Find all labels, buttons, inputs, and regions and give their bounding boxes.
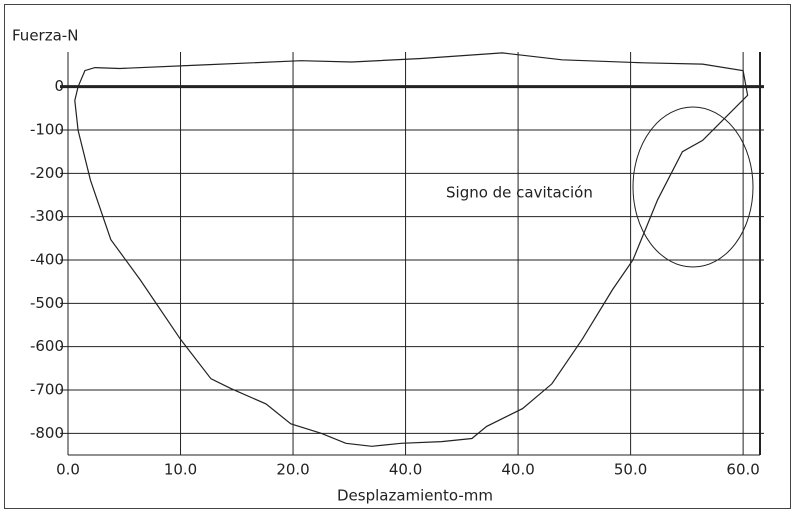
x-axis-label: Desplazamiento-mm [337, 487, 493, 505]
x-tick-label: 40.0 [501, 461, 534, 479]
chart-title: Fuerza-N [12, 27, 78, 45]
y-tick-label: 0 [54, 77, 64, 95]
annotation: Signo de cavitación [446, 184, 593, 202]
y-tick-label: -200 [30, 164, 64, 182]
x-tick-label: 60.0 [726, 461, 759, 479]
x-tick-label: 40.0 [389, 461, 422, 479]
y-tick-label: -400 [30, 251, 64, 269]
y-tick-label: -800 [30, 424, 64, 442]
y-tick-label: -300 [30, 207, 64, 225]
y-tick-label: -600 [30, 337, 64, 355]
x-tick-label: 20.0 [276, 461, 309, 479]
x-tick-label: 0.0 [56, 461, 80, 479]
y-tick-label: -500 [30, 294, 64, 312]
y-tick-label: -700 [30, 381, 64, 399]
x-tick-label: 10.0 [164, 461, 197, 479]
y-tick-label: -100 [30, 121, 64, 139]
frame [4, 4, 791, 509]
annotation-ellipse [632, 106, 754, 268]
data-line [74, 52, 749, 447]
x-tick-label: 50.0 [614, 461, 647, 479]
